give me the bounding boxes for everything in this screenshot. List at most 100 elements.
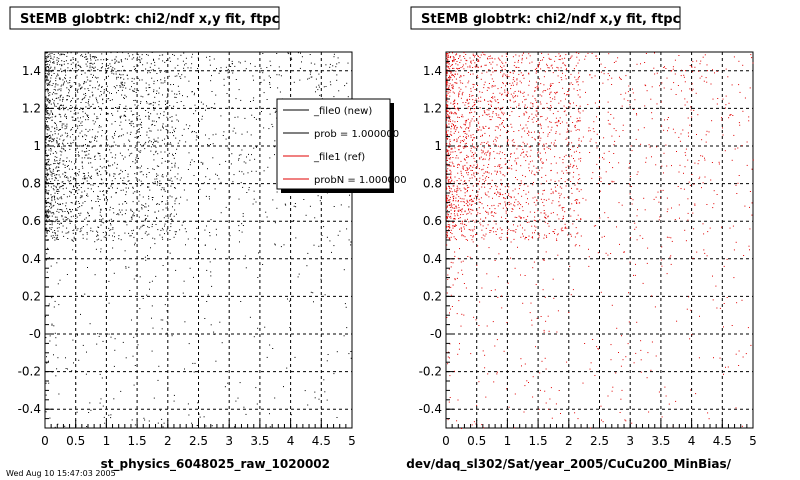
data-point [85,63,87,65]
data-point [582,81,584,83]
data-point [46,125,48,127]
data-point [96,100,98,102]
data-point [453,236,455,238]
data-point [50,171,52,173]
data-point [139,228,141,230]
data-point [132,89,134,91]
data-point [468,106,470,107]
data-point [101,53,103,55]
data-point [94,66,96,68]
data-point [512,82,514,84]
data-point [446,130,447,132]
data-point [562,62,564,64]
data-point [337,234,339,236]
data-point [575,129,577,131]
data-point [214,188,216,190]
data-point [523,217,525,219]
data-point [57,184,59,186]
data-point [97,88,99,90]
data-point [735,184,737,186]
data-point [749,249,750,251]
data-point [576,117,578,119]
data-point [348,239,350,241]
data-point [163,127,164,129]
data-point [168,89,170,91]
data-point [126,58,128,60]
data-point [611,180,613,182]
data-point [122,86,124,88]
data-point [478,381,480,383]
data-point [749,191,751,192]
data-point [93,68,95,69]
data-point [562,72,563,74]
data-point [139,118,141,120]
data-point [323,379,325,381]
data-point [55,83,57,85]
data-point [474,152,476,154]
data-point [487,213,489,215]
data-point [73,70,75,72]
data-point [558,69,560,71]
data-point [561,170,563,172]
data-point [63,84,64,86]
data-point [694,162,696,164]
data-point [109,259,111,261]
data-point [58,190,60,192]
data-point [116,107,118,109]
data-point [148,141,149,143]
data-point [570,181,572,182]
data-point [488,83,490,84]
data-point [77,334,78,336]
data-point [538,123,540,125]
data-point [482,114,484,116]
data-point [45,206,47,208]
data-point [510,88,512,90]
data-point [45,337,47,339]
data-point [70,211,72,213]
data-point [130,110,132,112]
data-point [58,174,60,176]
data-point [167,387,169,389]
data-point [65,216,67,218]
data-point [735,353,737,355]
data-point [495,126,497,128]
data-point [81,165,83,167]
data-point [45,162,47,164]
data-point [449,191,451,193]
y-tick-label: 1.4 [22,64,41,78]
data-point [45,123,46,125]
data-point [150,150,152,152]
data-point [712,207,714,209]
data-point [238,154,240,156]
data-point [565,65,567,67]
data-point [620,93,622,95]
data-point [698,70,700,72]
data-point [70,59,71,61]
data-point [580,189,582,191]
data-point [447,199,449,201]
data-point [470,235,472,236]
data-point [100,224,102,226]
data-point [57,423,59,425]
data-point [548,57,550,59]
data-point [45,176,47,178]
data-point [45,121,47,123]
data-point [81,162,83,164]
data-point [126,132,128,134]
data-point [61,185,63,187]
data-point [543,199,545,201]
data-point [50,110,52,112]
data-point [60,85,62,87]
data-point [62,188,64,190]
data-point [511,208,513,210]
data-point [215,94,217,96]
data-point [56,126,58,128]
data-point [131,210,133,212]
data-point [668,127,670,129]
data-point [90,184,92,186]
data-point [268,128,270,130]
data-point [136,330,138,332]
data-point [83,182,85,184]
data-point [335,66,337,68]
data-point [446,195,448,197]
